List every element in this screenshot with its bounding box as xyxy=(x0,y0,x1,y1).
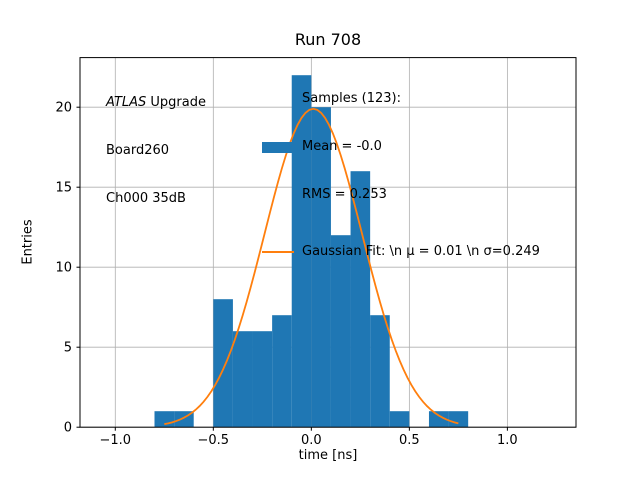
legend-gaussian-line-icon xyxy=(262,251,294,253)
x-tick-label: −0.5 xyxy=(198,433,230,448)
hist-bar xyxy=(389,411,410,428)
legend-samples-mean: Mean = -0.0 xyxy=(302,139,382,154)
hist-bar xyxy=(272,315,292,428)
hist-bar xyxy=(232,331,253,428)
annotation-board-line: Board260 xyxy=(106,143,170,158)
x-tick-label: 0.5 xyxy=(399,433,420,448)
axes-frame xyxy=(79,57,577,428)
hist-bar xyxy=(330,235,351,428)
hist-bar xyxy=(154,411,175,428)
annotation-upgrade: Upgrade xyxy=(146,95,206,110)
y-tick-label: 20 xyxy=(55,101,72,116)
hist-bar xyxy=(291,75,312,428)
annotation-atlas-italic: ATLAS xyxy=(106,95,147,110)
hist-bar xyxy=(370,315,390,428)
legend-samples-title: Samples (123): xyxy=(302,91,401,106)
hist-bar xyxy=(213,299,233,428)
x-tick-label: 0.0 xyxy=(301,433,322,448)
legend: Samples (123): Mean = -0.0 RMS = 0.253 G… xyxy=(262,59,540,260)
annotation-channel-line: Ch000 35dB xyxy=(106,191,186,206)
y-axis-label: Entries xyxy=(20,219,36,265)
hist-bar xyxy=(252,331,273,428)
y-tick-label: 10 xyxy=(55,261,72,276)
y-tick-label: 0 xyxy=(64,421,72,436)
x-axis-label: time [ns] xyxy=(298,448,358,463)
y-tick-label: 15 xyxy=(55,181,72,196)
y-tick-label: 5 xyxy=(64,341,72,356)
legend-samples-swatch xyxy=(262,141,294,153)
x-tick-label: −1.0 xyxy=(99,433,131,448)
annotation: ATLAS Upgrade Board260 Ch000 35dB xyxy=(106,63,206,239)
legend-entry-gaussian: Gaussian Fit: \n μ = 0.01 \n σ=0.249 xyxy=(262,244,540,260)
hist-bar xyxy=(350,171,371,428)
hist-bar xyxy=(311,107,331,428)
annotation-atlas-line: ATLAS Upgrade xyxy=(106,95,206,111)
legend-samples-rms: RMS = 0.253 xyxy=(302,187,387,202)
hist-bar xyxy=(448,411,469,428)
hist-bar xyxy=(428,411,449,428)
legend-gaussian-label: Gaussian Fit: \n μ = 0.01 \n σ=0.249 xyxy=(302,244,540,259)
legend-entry-samples: Samples (123): Mean = -0.0 RMS = 0.253 xyxy=(262,59,540,235)
x-tick-label: 1.0 xyxy=(497,433,518,448)
legend-samples-label: Samples (123): Mean = -0.0 RMS = 0.253 xyxy=(302,59,401,235)
chart-title: Run 708 xyxy=(294,30,362,49)
gaussian-fit-curve xyxy=(164,107,459,426)
